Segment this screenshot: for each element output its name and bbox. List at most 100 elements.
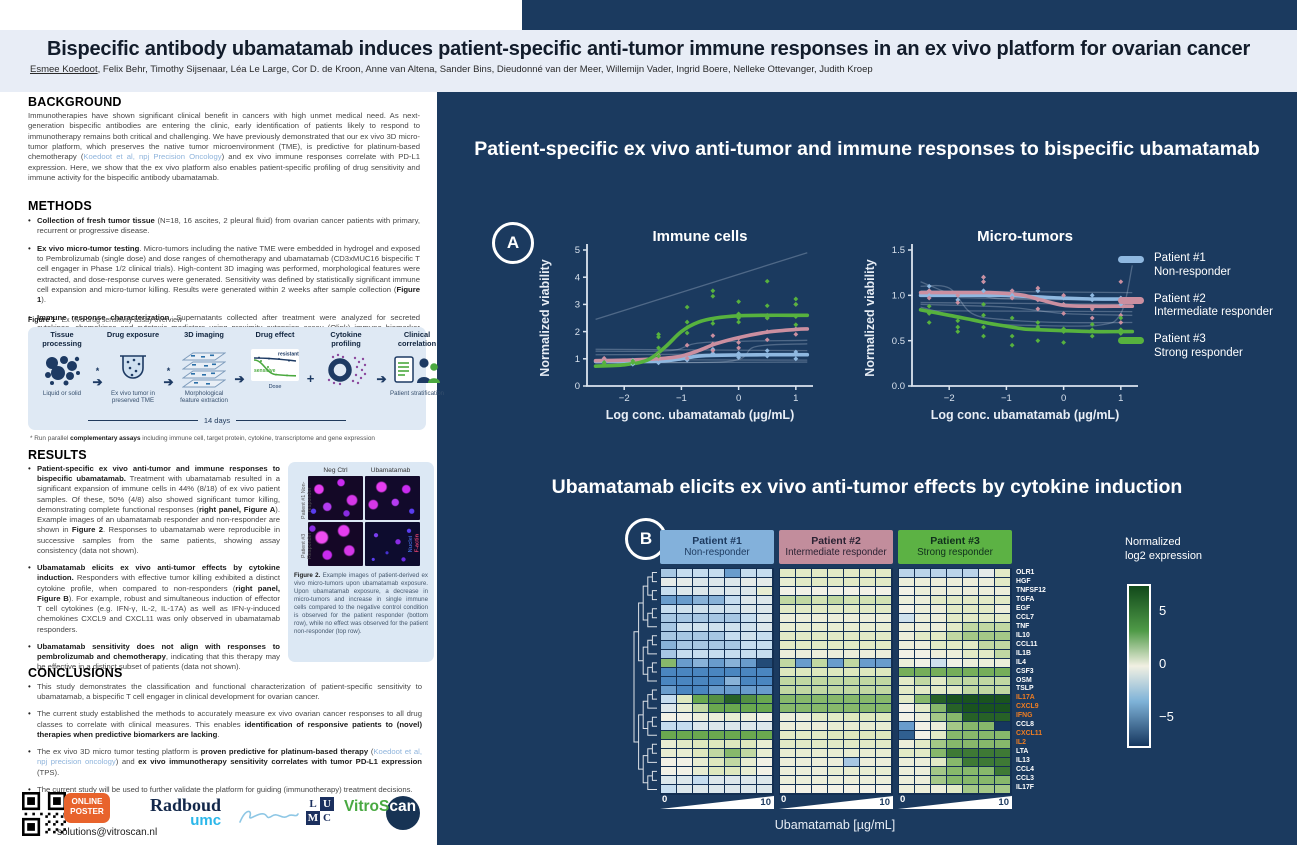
heatmap-cell	[979, 785, 995, 794]
heatmap-cell	[844, 668, 860, 677]
heatmap-cell	[915, 695, 931, 704]
heatmap-cell	[947, 632, 963, 641]
heatmap-cell	[661, 578, 677, 587]
microscopy-image-ubamatamab-patient1	[365, 476, 420, 520]
heatmap-cell	[725, 785, 741, 794]
heatmap-cell	[915, 785, 931, 794]
heatmap-cell	[828, 704, 844, 713]
heatmap-cell	[709, 785, 725, 794]
heatmap-cell	[796, 659, 812, 668]
heatmap-cell	[757, 767, 773, 776]
svg-text:0.0: 0.0	[892, 381, 905, 392]
heatmap-cell	[725, 695, 741, 704]
figure1-workflow: Tissue processing Liquid or solid * ➔ Drug e…	[28, 327, 444, 430]
heatmap-cell	[860, 641, 876, 650]
heatmap-cell	[915, 614, 931, 623]
heatmap-cell	[741, 758, 757, 767]
heatmap-cell	[931, 695, 947, 704]
heatmap-cell	[828, 650, 844, 659]
heatmap-cell	[995, 767, 1011, 776]
heatmap-cell	[677, 677, 693, 686]
heatmap-cell	[947, 623, 963, 632]
colorbar-tick-5: 5	[1159, 603, 1167, 618]
heatmap-cell	[812, 668, 828, 677]
legend-swatch	[1118, 256, 1144, 263]
heatmap-cell	[757, 722, 773, 731]
heatmap-cell	[995, 614, 1011, 623]
clinical-correlation-icon	[394, 356, 440, 383]
heatmap-cell	[963, 659, 979, 668]
heatmap-cell	[963, 767, 979, 776]
heatmap-cell	[963, 776, 979, 785]
heatmap-cell	[812, 578, 828, 587]
heatmap-cell	[796, 569, 812, 578]
svg-text:0: 0	[736, 393, 741, 404]
heatmap-cell	[899, 686, 915, 695]
heatmap-cell	[931, 785, 947, 794]
heatmap-cell	[661, 722, 677, 731]
heatmap-cell	[979, 623, 995, 632]
figure2-row-label-nonresponder: Patient #1 Non-responder	[301, 481, 313, 519]
heatmap-cell	[757, 659, 773, 668]
heatmap-cell	[899, 713, 915, 722]
heatmap-cell	[860, 749, 876, 758]
patients-legend: Patient #1 Non-responder Patient #2 Interme…	[1118, 252, 1273, 374]
heatmap-cell	[860, 713, 876, 722]
heatmap-cell	[979, 686, 995, 695]
heatmap-cell	[876, 686, 892, 695]
heatmap-cell	[725, 605, 741, 614]
reference-link[interactable]: Koedoot et al, npj precision oncology	[37, 747, 422, 767]
heatmap-cell	[661, 605, 677, 614]
heatmap-cell	[677, 641, 693, 650]
heatmap-cell	[709, 578, 725, 587]
heatmap-cell	[741, 677, 757, 686]
heatmap-cell	[709, 740, 725, 749]
heatmap-cell	[860, 722, 876, 731]
heatmap-cell	[741, 668, 757, 677]
step-caption: Patient stratification	[390, 390, 444, 397]
heatmap-cell	[947, 767, 963, 776]
reference-link[interactable]: Koedoot et al, npj Precision Oncology	[83, 152, 222, 162]
legend-entry: Patient #1 Non-responder	[1118, 252, 1273, 280]
heatmap-cell	[741, 722, 757, 731]
heatmap-cell	[757, 578, 773, 587]
heatmap-cell	[844, 722, 860, 731]
heatmap-cell	[931, 605, 947, 614]
heatmap-cell	[947, 569, 963, 578]
heatmap-cell	[995, 740, 1011, 749]
heatmap-cell	[876, 596, 892, 605]
heatmap-cell	[757, 704, 773, 713]
svg-text:0: 0	[1061, 393, 1066, 404]
heatmap-cell	[844, 713, 860, 722]
heatmap-cell	[915, 758, 931, 767]
heatmap-cell	[661, 713, 677, 722]
heatmap-cell	[899, 632, 915, 641]
heatmap-cell	[709, 596, 725, 605]
heatmap-cell	[725, 740, 741, 749]
heatmap-cell	[963, 713, 979, 722]
step-caption: Morphological feature extraction	[180, 390, 228, 404]
heatmap-cell	[979, 731, 995, 740]
qr-code[interactable]	[22, 792, 66, 836]
heatmap-cell	[860, 605, 876, 614]
heatmap-cell	[899, 704, 915, 713]
heatmap-cell	[995, 785, 1011, 794]
microscopy-image-negctrl-patient3	[308, 522, 363, 566]
contact-email[interactable]: solutions@vitroscan.nl	[57, 827, 158, 838]
dose-min-label: 0	[662, 794, 668, 805]
heatmap-cell	[899, 650, 915, 659]
heatmap-cell	[931, 776, 947, 785]
arrow-icon: ➔	[234, 371, 245, 386]
heatmap-cell	[725, 722, 741, 731]
heatmap-cell	[931, 623, 947, 632]
heatmap-cell	[828, 596, 844, 605]
heatmap-cell	[693, 569, 709, 578]
heatmap-cell	[931, 578, 947, 587]
figure2-col-negctrl: Neg Ctrl	[323, 467, 348, 474]
heatmap-cell	[661, 668, 677, 677]
heatmap-cell	[995, 659, 1011, 668]
heatmap-cell	[693, 785, 709, 794]
heatmap-cell	[860, 740, 876, 749]
heatmap-cell	[931, 713, 947, 722]
heatmap-cell	[757, 740, 773, 749]
